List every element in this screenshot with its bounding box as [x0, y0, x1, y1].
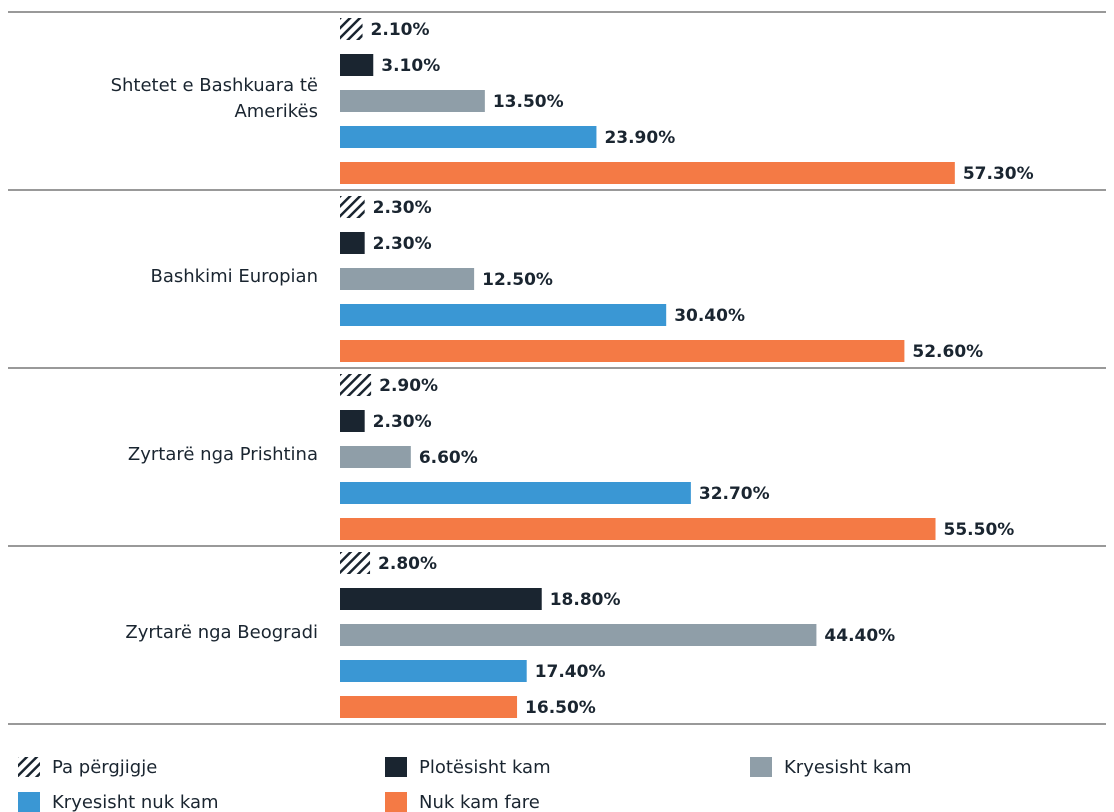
legend-swatch: [385, 757, 407, 777]
bar: [340, 446, 411, 468]
bar: [340, 126, 597, 148]
bar: [340, 696, 518, 718]
bar: [340, 18, 363, 40]
legend-label: Kryesisht kam: [784, 757, 912, 778]
legend-label: Nuk kam fare: [419, 792, 540, 812]
bar: [340, 374, 372, 396]
value-label: 44.40%: [824, 626, 895, 646]
bar: [340, 482, 691, 504]
value-label: 16.50%: [525, 698, 596, 718]
value-label: 2.80%: [378, 554, 437, 574]
value-label: 2.30%: [373, 234, 432, 254]
value-label: 17.40%: [535, 662, 606, 682]
value-label: 2.90%: [379, 376, 438, 396]
value-label: 55.50%: [944, 520, 1015, 540]
bar: [340, 196, 365, 218]
bar: [340, 588, 542, 610]
value-label: 32.70%: [699, 484, 770, 504]
category-label: Zyrtarë nga Prishtina: [127, 444, 318, 465]
value-label: 18.80%: [550, 590, 621, 610]
value-label: 30.40%: [674, 306, 745, 326]
bar: [340, 54, 374, 76]
legend-swatch: [385, 792, 407, 812]
category-label: Shtetet e Bashkuara të Amerikës: [110, 75, 318, 122]
legend-label: Kryesisht nuk kam: [52, 792, 219, 812]
value-label: 12.50%: [482, 270, 553, 290]
bar: [340, 660, 527, 682]
value-label: 57.30%: [963, 164, 1034, 184]
legend-label: Pa përgjigje: [52, 757, 157, 778]
bar: [340, 552, 371, 574]
legend-swatch: [18, 792, 40, 812]
bar: [340, 518, 936, 540]
bar: [340, 162, 955, 184]
legend-swatch: [750, 757, 772, 777]
value-label: 52.60%: [912, 342, 983, 362]
bar: [340, 232, 365, 254]
bar: [340, 90, 485, 112]
legend-label: Plotësisht kam: [419, 757, 551, 778]
value-label: 2.10%: [371, 20, 430, 40]
bar: [340, 624, 817, 646]
legend-swatch: [18, 757, 40, 777]
value-label: 3.10%: [381, 56, 440, 76]
value-label: 6.60%: [419, 448, 478, 468]
value-label: 2.30%: [373, 412, 432, 432]
category-label: Zyrtarë nga Beogradi: [125, 622, 318, 643]
value-label: 23.90%: [604, 128, 675, 148]
value-label: 13.50%: [493, 92, 564, 112]
value-label: 2.30%: [373, 198, 432, 218]
bar: [340, 304, 667, 326]
bar: [340, 268, 475, 290]
category-label: Bashkimi Europian: [150, 266, 318, 287]
bar: [340, 340, 905, 362]
bar: [340, 410, 365, 432]
